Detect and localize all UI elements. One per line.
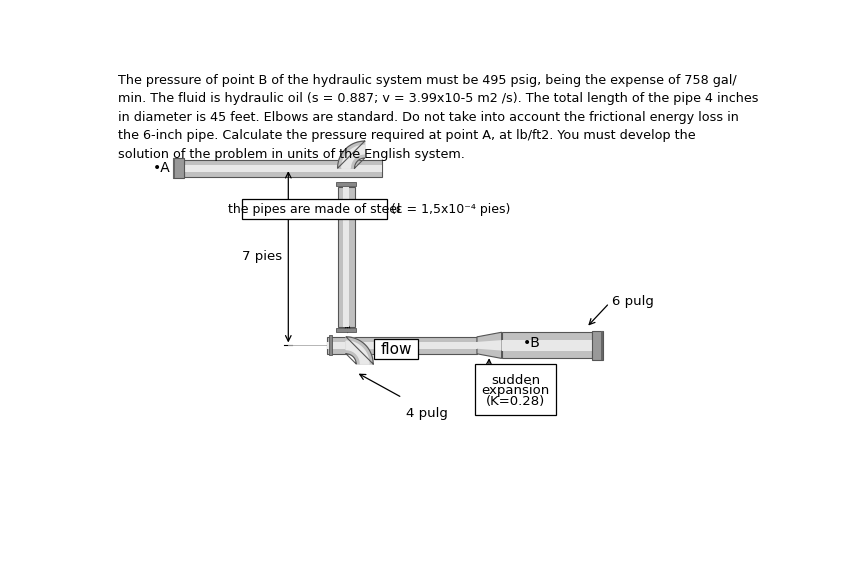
Bar xyxy=(336,328,356,332)
Polygon shape xyxy=(477,332,502,359)
Bar xyxy=(593,330,603,360)
Text: •B: •B xyxy=(523,336,541,350)
Text: 6 pulg: 6 pulg xyxy=(611,295,653,308)
Polygon shape xyxy=(346,341,369,364)
Text: expansion: expansion xyxy=(482,384,550,397)
Bar xyxy=(328,335,333,355)
Text: 7 pies: 7 pies xyxy=(242,250,282,264)
Polygon shape xyxy=(346,337,373,364)
Bar xyxy=(476,364,557,414)
Bar xyxy=(336,182,356,185)
Text: sudden: sudden xyxy=(491,373,541,387)
Polygon shape xyxy=(338,141,365,168)
Bar xyxy=(338,187,354,327)
Polygon shape xyxy=(342,146,365,168)
Bar xyxy=(173,158,175,178)
Bar xyxy=(242,199,386,219)
Bar xyxy=(173,158,184,178)
Bar xyxy=(184,160,381,177)
Bar xyxy=(502,332,593,359)
Bar xyxy=(502,340,593,350)
Bar xyxy=(184,165,381,171)
Text: 4 pulg: 4 pulg xyxy=(406,407,448,420)
Text: the pipes are made of steel: the pipes are made of steel xyxy=(228,203,401,215)
Text: •A: •A xyxy=(152,161,170,176)
Text: The pressure of point B of the hydraulic system must be 495 psig, being the expe: The pressure of point B of the hydraulic… xyxy=(118,73,759,160)
Bar xyxy=(328,342,477,349)
Bar xyxy=(328,337,477,354)
Text: flow: flow xyxy=(381,342,412,357)
Polygon shape xyxy=(477,340,502,350)
Text: (K=0.28): (K=0.28) xyxy=(486,396,546,409)
Bar xyxy=(601,330,603,360)
Bar xyxy=(343,187,349,327)
Bar xyxy=(374,339,418,359)
Text: (ε = 1,5x10⁻⁴ pies): (ε = 1,5x10⁻⁴ pies) xyxy=(392,203,511,215)
